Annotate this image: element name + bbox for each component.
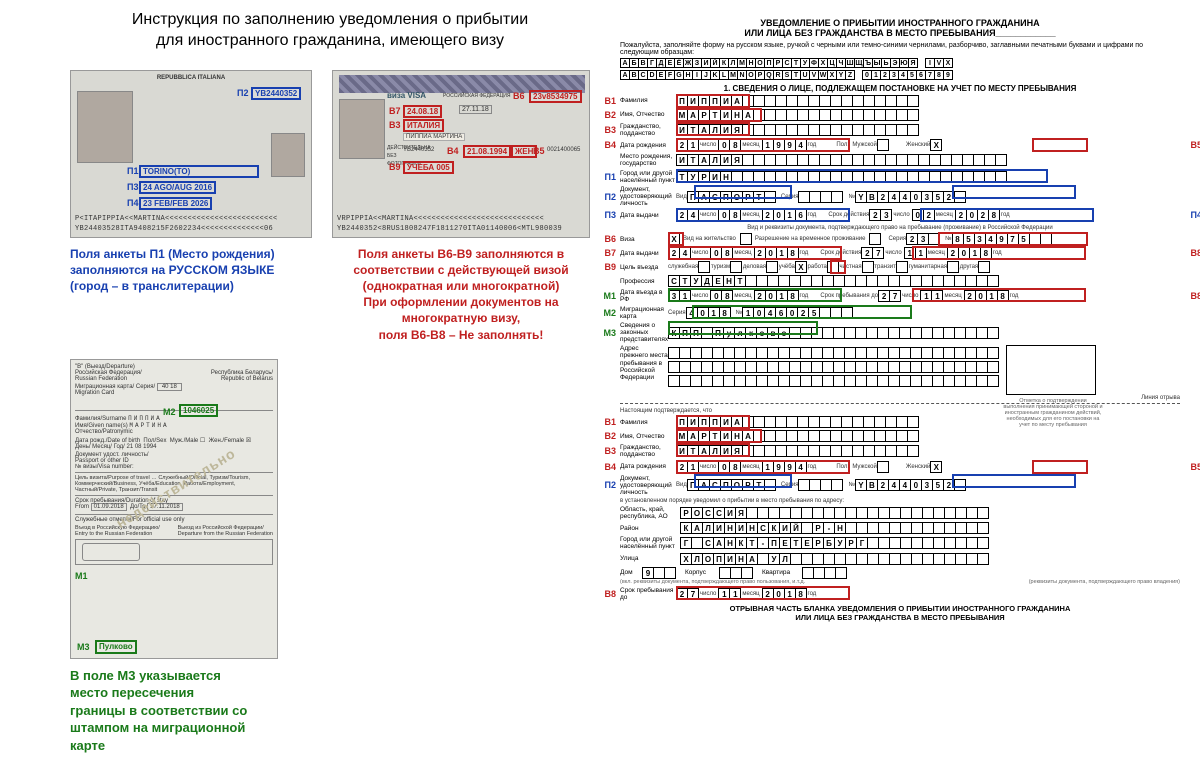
- caption-red: Поля анкеты В6-В9 заполняются в соответс…: [332, 246, 590, 343]
- section-1-title: 1. СВЕДЕНИЯ О ЛИЦЕ, ПОДЛЕЖАЩЕМ ПОСТАНОВК…: [620, 84, 1180, 93]
- caption-blue: Поля анкеты П1 (Место рождения) заполняю…: [70, 246, 312, 343]
- notification-form: УВЕДОМЛЕНИЕ О ПРИБЫТИИ ИНОСТРАННОГО ГРАЖ…: [620, 18, 1180, 622]
- tear-title: ОТРЫВНАЯ ЧАСТЬ БЛАНКА УВЕДОМЛЕНИЯ О ПРИБ…: [620, 604, 1180, 622]
- form-instructions: Пожалуйста, заполняйте форму на русском …: [620, 42, 1180, 56]
- caption-green: В поле М3 указывается место пересечения …: [70, 667, 310, 755]
- passport-thumb: REPUBBLICA ITALIANA П2 YB2440352 П1 TORI…: [70, 70, 312, 238]
- form-title-1: УВЕДОМЛЕНИЕ О ПРИБЫТИИ ИНОСТРАННОГО ГРАЖ…: [620, 18, 1180, 28]
- main-title: Инструкция по заполнению уведомления о п…: [70, 10, 590, 52]
- migration-card-thumb: "В" (Выезд/Departure) Российская Федерац…: [70, 359, 278, 659]
- form-title-2: ИЛИ ЛИЦА БЕЗ ГРАЖДАНСТВА В МЕСТО ПРЕБЫВА…: [620, 28, 1180, 38]
- visa-thumb: виза VISA РОССИЙСКАЯ ФЕДЕРАЦИЯ В6 23v853…: [332, 70, 590, 238]
